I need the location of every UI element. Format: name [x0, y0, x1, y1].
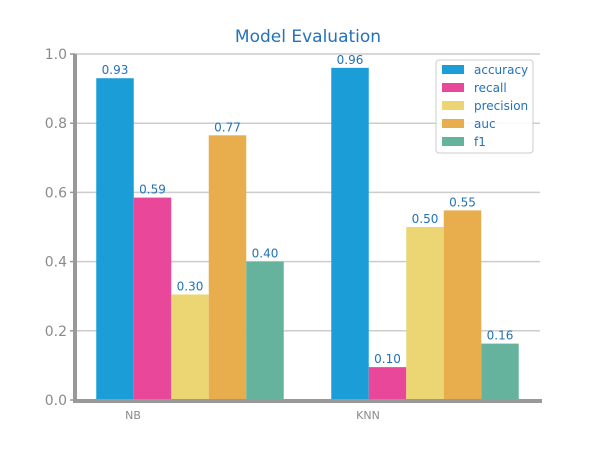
chart-title: Model Evaluation	[235, 27, 381, 47]
legend-swatch-recall	[442, 83, 464, 92]
legend-label: recall	[474, 81, 507, 95]
bar-f1-knn	[481, 343, 519, 400]
legend-label: precision	[474, 99, 528, 113]
legend-label: auc	[474, 117, 496, 131]
legend-swatch-auc	[442, 119, 464, 128]
bar-precision-nb	[171, 294, 209, 400]
bar-precision-knn	[406, 227, 444, 400]
legend-swatch-f1	[442, 137, 464, 146]
y-tick-label: 0.0	[45, 393, 67, 409]
bar-accuracy-nb	[96, 78, 134, 400]
data-labels: 0.93 0.59 0.30 0.77 0.40 0.96 0.10 0.50 0.55 0.16	[102, 53, 514, 366]
data-label: 0.93	[102, 63, 129, 77]
data-label: 0.16	[487, 329, 514, 343]
y-tick-label: 1.0	[45, 47, 67, 63]
data-label: 0.10	[374, 352, 401, 366]
y-tick-label: 0.4	[45, 255, 67, 271]
legend-label: accuracy	[474, 63, 528, 77]
data-label: 0.96	[337, 53, 364, 67]
legend: accuracy recall precision auc f1	[435, 59, 534, 154]
legend-label: f1	[474, 135, 486, 149]
bar-accuracy-knn	[331, 67, 369, 400]
axes: 0.0 0.2 0.4 0.6 0.8 1.0 NB KNN	[45, 47, 542, 422]
y-tick-label: 0.8	[45, 116, 67, 132]
data-label: 0.40	[252, 247, 279, 261]
y-tick-label: 0.2	[45, 324, 67, 340]
x-tick-label: NB	[125, 409, 141, 422]
data-label: 0.50	[412, 212, 439, 226]
y-tick-label: 0.6	[45, 185, 67, 201]
legend-swatch-precision	[442, 101, 464, 110]
x-tick-label: KNN	[356, 409, 380, 422]
bars	[96, 67, 519, 400]
bar-f1-nb	[246, 261, 284, 400]
bar-recall-nb	[133, 197, 172, 400]
data-label: 0.30	[177, 279, 204, 293]
bar-auc-nb	[208, 135, 247, 400]
bar-auc-knn	[443, 210, 482, 400]
data-label: 0.59	[139, 183, 166, 197]
bar-recall-knn	[368, 367, 407, 400]
legend-swatch-accuracy	[442, 65, 464, 74]
data-label: 0.55	[449, 195, 476, 209]
data-label: 0.77	[214, 120, 241, 134]
